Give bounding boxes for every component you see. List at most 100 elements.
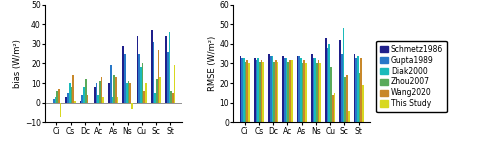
Bar <box>100 77 102 103</box>
Bar <box>96 83 98 103</box>
Legend: Schmetz1986, Gupta1989, Diak2000, Zhou2007, Wang2020, This Study: Schmetz1986, Gupta1989, Diak2000, Zhou20… <box>376 41 447 112</box>
Bar <box>67 93 69 103</box>
Bar <box>248 63 250 122</box>
Bar <box>360 58 362 122</box>
Bar <box>151 30 152 103</box>
Bar <box>330 67 332 122</box>
Bar <box>275 60 276 122</box>
Bar <box>98 95 99 103</box>
Bar <box>288 62 289 122</box>
Bar <box>316 63 318 122</box>
Bar <box>110 65 112 103</box>
Y-axis label: RMSE (W/m²): RMSE (W/m²) <box>208 36 217 91</box>
Bar <box>274 62 275 122</box>
Bar <box>54 97 56 103</box>
Bar <box>320 63 321 122</box>
Bar <box>102 97 104 103</box>
Bar <box>305 63 307 122</box>
Bar <box>240 56 242 122</box>
Bar <box>245 62 246 122</box>
Bar <box>138 54 140 103</box>
Bar <box>296 56 298 122</box>
Bar <box>80 101 82 103</box>
Bar <box>314 58 316 122</box>
Bar <box>304 60 305 122</box>
Bar <box>332 95 334 122</box>
Bar <box>344 77 346 122</box>
Bar <box>291 60 292 122</box>
Bar <box>124 54 126 103</box>
Bar <box>129 83 131 103</box>
Bar <box>172 93 174 103</box>
Bar <box>357 56 358 122</box>
Bar <box>356 58 357 122</box>
Bar <box>168 32 170 103</box>
Bar <box>108 83 110 103</box>
Bar <box>70 87 72 103</box>
Bar <box>260 60 262 122</box>
Bar <box>94 87 96 103</box>
Bar <box>276 62 278 122</box>
Bar <box>154 93 156 103</box>
Bar <box>115 77 116 103</box>
Bar <box>99 81 100 103</box>
Bar <box>152 42 154 103</box>
Bar <box>286 58 288 122</box>
Bar <box>348 111 350 122</box>
Bar <box>128 81 129 103</box>
Bar <box>122 46 124 103</box>
Bar <box>298 56 300 122</box>
Bar <box>258 58 259 122</box>
Bar <box>354 54 356 122</box>
Bar <box>112 97 114 103</box>
Bar <box>85 79 86 103</box>
Bar <box>246 60 248 122</box>
Bar <box>312 58 314 122</box>
Bar <box>56 91 58 103</box>
Bar <box>242 58 243 122</box>
Bar <box>300 58 302 122</box>
Bar <box>131 103 132 109</box>
Bar <box>282 56 284 122</box>
Bar <box>145 83 147 103</box>
Bar <box>158 50 160 103</box>
Bar <box>165 36 167 103</box>
Bar <box>256 60 258 122</box>
Bar <box>140 67 141 103</box>
Bar <box>126 83 128 103</box>
Bar <box>362 85 364 122</box>
Bar <box>156 79 158 103</box>
Bar <box>58 89 59 103</box>
Bar <box>272 56 274 122</box>
Bar <box>302 63 304 122</box>
Bar <box>318 60 320 122</box>
Bar <box>289 60 291 122</box>
Bar <box>268 54 270 122</box>
Bar <box>358 73 360 122</box>
Bar <box>174 65 176 103</box>
Bar <box>259 62 260 122</box>
Bar <box>311 54 312 122</box>
Bar <box>86 95 88 103</box>
Bar <box>284 58 286 122</box>
Bar <box>342 28 344 122</box>
Bar <box>341 54 342 122</box>
Bar <box>114 75 115 103</box>
Bar <box>72 75 74 103</box>
Bar <box>325 38 327 122</box>
Bar <box>69 83 70 103</box>
Bar <box>327 48 328 122</box>
Bar <box>144 91 145 103</box>
Bar <box>116 97 118 103</box>
Bar <box>66 97 67 103</box>
Bar <box>136 36 138 103</box>
Bar <box>167 52 168 103</box>
Bar <box>340 40 341 122</box>
Bar <box>270 56 272 122</box>
Bar <box>254 58 256 122</box>
Bar <box>60 103 62 117</box>
Bar <box>82 95 83 103</box>
Bar <box>74 101 76 103</box>
Bar <box>170 91 172 103</box>
Bar <box>160 77 161 103</box>
